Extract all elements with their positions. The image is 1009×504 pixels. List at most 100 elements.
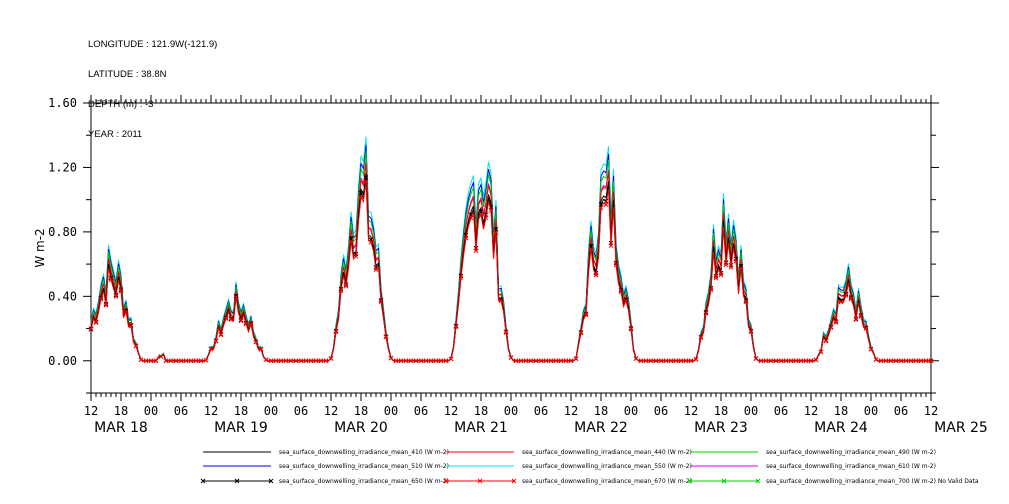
series-marker-670 <box>573 356 579 361</box>
axis-labels: 0.00 0.40 0.80 1.20 1.60 W m-2 12 18 00 06 12 18 00 0… <box>33 96 988 436</box>
series-marker-670 <box>623 298 629 304</box>
series-marker-670 <box>588 246 594 252</box>
series-marker-670 <box>408 358 414 364</box>
series-marker-670 <box>198 358 204 364</box>
legend-marker <box>200 478 206 484</box>
series-marker-670 <box>203 357 209 363</box>
series-marker-670 <box>493 229 499 235</box>
series-marker-650 <box>863 325 869 331</box>
day-label: MAR 24 <box>814 420 868 436</box>
series-marker-650 <box>363 175 369 180</box>
series-marker-670 <box>398 358 404 364</box>
series-marker-670 <box>603 202 609 207</box>
series-line-510 <box>90 144 931 362</box>
x-tick-label: 06 <box>534 404 548 418</box>
series-marker-670 <box>613 262 619 268</box>
series-marker-670 <box>503 329 509 335</box>
series-marker-670 <box>238 318 244 324</box>
legend-item: sea_surface_downwelling_irradiance_mean_… <box>203 449 449 456</box>
series-marker-670 <box>163 358 169 364</box>
legend-label: sea_surface_downwelling_irradiance_mean_… <box>279 463 449 470</box>
series-marker-670 <box>663 358 669 364</box>
series-marker-670 <box>658 358 664 364</box>
series-marker-670 <box>168 358 174 364</box>
series-marker-670 <box>708 287 714 293</box>
series-marker-670 <box>348 239 354 244</box>
legend-marker <box>721 478 727 484</box>
location-header: LONGITUDE : 121.9W(-121.9) LATITUDE : 38… <box>88 20 217 150</box>
series-marker-670 <box>823 338 829 344</box>
series-marker-670 <box>733 258 739 264</box>
series-marker-670 <box>468 215 474 221</box>
series-marker-670 <box>413 358 419 364</box>
series-marker-670 <box>738 265 744 271</box>
series-marker-670 <box>328 356 334 361</box>
series-marker-670 <box>218 332 224 338</box>
series-marker-670 <box>763 358 769 364</box>
series-marker-670 <box>818 349 824 355</box>
x-tick-label: 00 <box>744 404 758 418</box>
series-marker-670 <box>283 358 289 364</box>
series-marker-670 <box>633 356 639 361</box>
x-tick-label: 18 <box>114 404 128 418</box>
legend-marker <box>687 478 693 484</box>
series-marker-670 <box>908 358 914 364</box>
legend-label: sea_surface_downwelling_irradiance_mean_… <box>279 478 449 485</box>
series-marker-670 <box>108 277 114 283</box>
series-marker-670 <box>173 358 179 364</box>
legend-item: sea_surface_downwelling_irradiance_mean_… <box>200 478 449 485</box>
series-marker-670 <box>863 326 869 331</box>
series-marker-670 <box>598 205 604 211</box>
series-marker-670 <box>93 320 99 326</box>
x-tick-label: 12 <box>804 404 818 418</box>
x-tick-label: 18 <box>234 404 248 418</box>
series-marker-670 <box>718 272 724 278</box>
series-marker-670 <box>918 358 924 364</box>
series-marker-670 <box>438 358 444 364</box>
legend-item: sea_surface_downwelling_irradiance_mean_… <box>690 463 936 470</box>
legend-marker <box>234 478 240 484</box>
y-tick-label: 0.80 <box>48 225 77 239</box>
legend-label: sea_surface_downwelling_irradiance_mean_… <box>522 449 692 456</box>
series-marker-670 <box>748 329 754 334</box>
series-marker-670 <box>158 354 164 359</box>
y-tick-label: 0.00 <box>48 354 77 368</box>
x-tick-label: 12 <box>684 404 698 418</box>
series-marker-670 <box>268 358 274 364</box>
series-marker-670 <box>888 358 894 364</box>
series-marker-670 <box>868 346 874 352</box>
series-marker-670 <box>183 358 189 364</box>
legend-label: sea_surface_downwelling_irradiance_mean_… <box>766 478 979 485</box>
series-marker-670 <box>373 267 379 272</box>
latitude-label: LATITUDE : 38.8N <box>88 69 167 80</box>
series-marker-670 <box>118 288 124 294</box>
x-tick-label: 00 <box>864 404 878 418</box>
day-label: MAR 25 <box>934 420 988 436</box>
chart-axes <box>83 95 939 401</box>
series-marker-670 <box>703 310 709 316</box>
series-marker-670 <box>128 323 134 329</box>
series-marker-670 <box>498 298 504 304</box>
series-marker-670 <box>253 339 259 345</box>
series-marker-670 <box>698 335 704 340</box>
series-marker-670 <box>608 243 614 249</box>
series-marker-670 <box>808 358 814 364</box>
longitude-label: LONGITUDE : 121.9W(-121.9) <box>88 39 218 50</box>
series-marker-670 <box>743 299 749 305</box>
series-marker-670 <box>418 358 424 364</box>
series-marker-670 <box>478 212 484 217</box>
series-marker-670 <box>643 358 649 364</box>
x-tick-label: 18 <box>354 404 368 418</box>
series-marker-670 <box>638 358 644 364</box>
legend-label: sea_surface_downwelling_irradiance_mean_… <box>522 463 692 470</box>
series-marker-670 <box>788 358 794 364</box>
series-marker-670 <box>368 239 374 245</box>
series-marker-670 <box>653 358 659 364</box>
series-marker-670 <box>553 358 559 364</box>
series-marker-670 <box>443 358 449 364</box>
series-marker-670 <box>318 358 324 364</box>
series-marker-670 <box>843 293 849 298</box>
series-marker-670 <box>403 358 409 364</box>
series-marker-670 <box>853 317 859 322</box>
series-marker-670 <box>768 358 774 364</box>
